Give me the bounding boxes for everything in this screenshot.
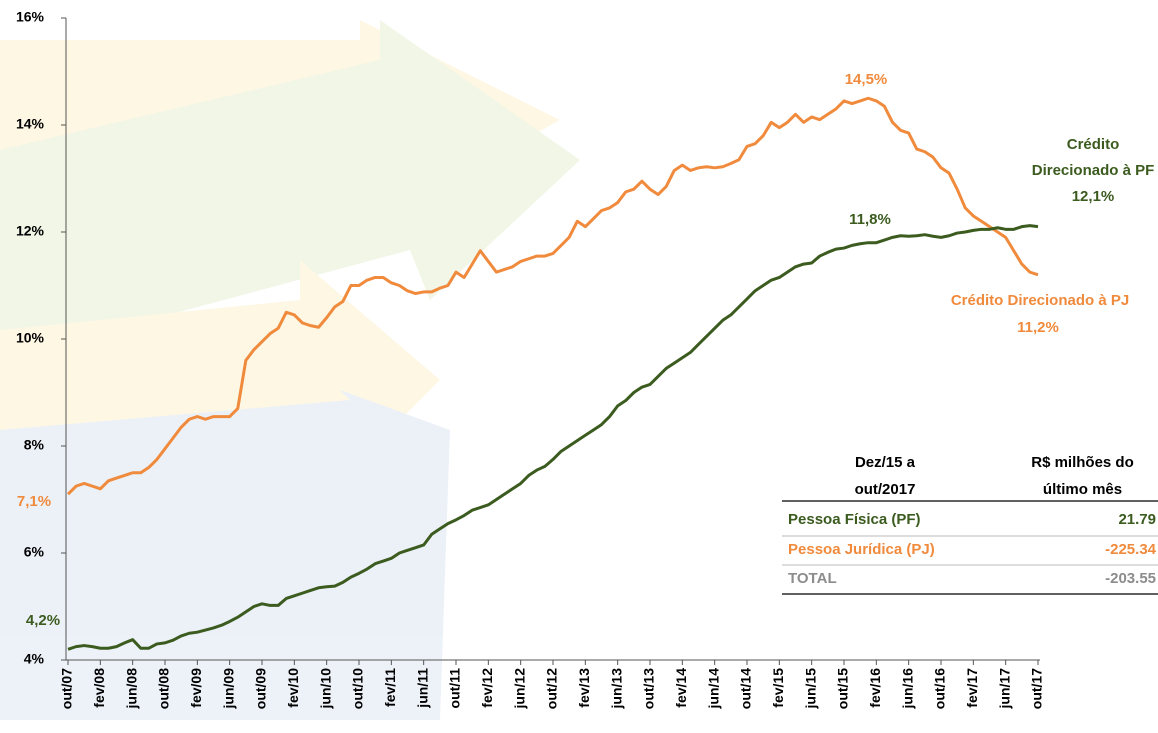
data-label: 11,8% (849, 211, 891, 228)
x-tick-label: out/15 (835, 668, 851, 709)
x-tick-label: out/14 (738, 668, 754, 709)
x-tick-label: fev/12 (479, 668, 495, 708)
x-tick-label: jun/15 (802, 668, 818, 710)
x-tick-label: out/08 (156, 668, 172, 709)
series-line (66, 96, 1039, 496)
x-tick-label: fev/16 (867, 668, 883, 708)
y-tick-label: 12% (16, 223, 45, 239)
x-tick-label: out/16 (932, 668, 948, 709)
table-header: Dez/15 a out/2017 (854, 454, 916, 498)
x-tick-label: jun/17 (996, 668, 1012, 710)
x-tick-label: out/11 (447, 668, 463, 709)
y-tick-label: 14% (16, 116, 45, 132)
table-cell: Pessoa Jurídica (PJ) (788, 541, 935, 558)
y-tick-label: 4% (24, 651, 45, 667)
y-tick-label: 10% (16, 330, 45, 346)
x-tick-label: fev/10 (285, 668, 301, 708)
x-tick-label: out/12 (544, 668, 560, 709)
table-cell: Pessoa Física (PF) (788, 511, 921, 528)
data-label: 14,5% (845, 71, 888, 88)
x-tick-label: fev/11 (382, 668, 398, 707)
x-tick-label: jun/10 (317, 668, 333, 710)
x-tick-label: out/10 (350, 668, 366, 709)
x-tick-label: fev/08 (91, 668, 107, 708)
x-tick-label: out/13 (641, 668, 657, 709)
x-tick-label: fev/14 (673, 668, 689, 708)
data-label: 11,2% (1017, 319, 1059, 336)
x-tick-label: fev/15 (770, 668, 786, 708)
data-label: 4,2% (26, 612, 60, 629)
x-tick-label: fev/17 (964, 668, 980, 708)
table-cell: TOTAL (788, 570, 837, 587)
y-tick-label: 8% (24, 437, 45, 453)
table-header: R$ milhões do último mês (1031, 454, 1134, 498)
background-arrows (0, 20, 580, 720)
series-label: Crédito Direcionado à PJ (950, 292, 1130, 309)
x-tick-label: jun/08 (123, 668, 139, 710)
x-tick-label: jun/12 (511, 668, 527, 710)
x-tick-label: jun/14 (705, 668, 721, 710)
y-tick-label: 16% (16, 9, 45, 25)
x-tick-label: jun/11 (414, 668, 430, 709)
x-tick-label: jun/13 (608, 668, 624, 710)
y-tick-label: 6% (24, 544, 45, 560)
x-tick-label: out/09 (253, 668, 269, 709)
x-tick-label: fev/09 (188, 668, 204, 708)
x-tick-label: jun/09 (220, 668, 236, 710)
series-label: Crédito Direcionado à PF (1031, 136, 1155, 179)
x-tick-label: out/07 (59, 668, 75, 709)
x-tick-label: fev/13 (576, 668, 592, 708)
table-cell: 21.79 (1118, 511, 1156, 528)
x-tick-label: out/17 (1029, 668, 1045, 709)
data-label: 7,1% (17, 493, 51, 510)
table-cell: -225.34 (1105, 541, 1156, 558)
data-label: 12,1% (1072, 188, 1115, 205)
x-tick-label: jun/16 (899, 668, 915, 710)
table-cell: -203.55 (1105, 570, 1156, 587)
series-line (67, 224, 1039, 651)
